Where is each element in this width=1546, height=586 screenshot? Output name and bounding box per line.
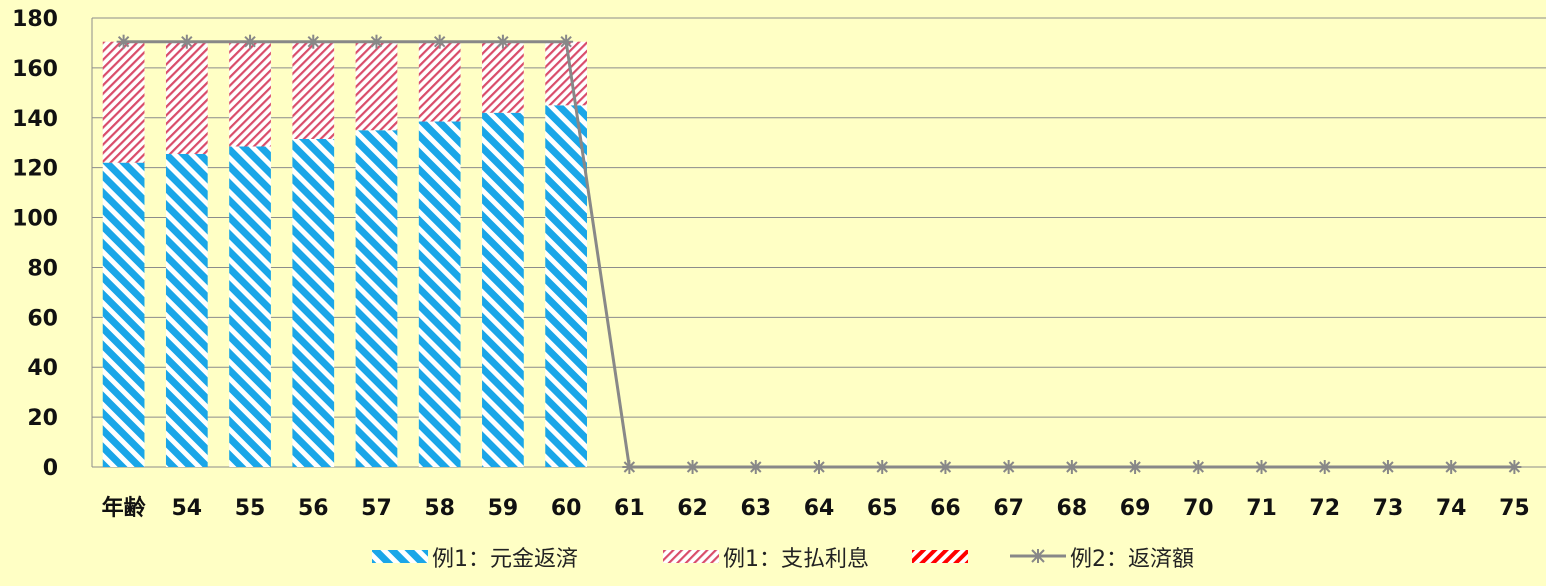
x-tick-label: 71	[1246, 496, 1277, 521]
bar	[102, 41, 145, 163]
x-tick-label: 68	[1057, 496, 1088, 521]
line-point-marker	[875, 460, 890, 474]
y-tick-label: 0	[43, 456, 58, 481]
x-tick-labels: 年齢 54 55 56 57 58 59 60 61 62 63 64 65 66 67 68 69 70 71 72…	[102, 495, 1530, 521]
line-point-marker	[685, 460, 700, 474]
gridlines	[92, 17, 1546, 418]
line-series	[116, 34, 1522, 474]
line-point-marker	[306, 34, 321, 49]
bar	[292, 41, 335, 139]
x-tick-label: 65	[867, 496, 898, 521]
bar	[292, 138, 335, 467]
line-point-marker	[1001, 460, 1016, 474]
line-point-marker	[1380, 460, 1395, 474]
line-point-marker	[748, 460, 763, 474]
line-point-marker	[243, 34, 258, 49]
x-tick-label: 58	[424, 496, 455, 521]
line-point-marker	[1317, 460, 1332, 474]
x-tick-label: 57	[361, 496, 392, 521]
legend-swatch	[663, 550, 719, 563]
bar	[418, 121, 461, 468]
y-tick-label: 120	[12, 157, 58, 182]
bar	[229, 41, 271, 147]
x-tick-label: 69	[1120, 496, 1151, 521]
legend-swatch	[912, 550, 968, 563]
bar	[482, 112, 524, 468]
legend-item: 例1：元金返済	[372, 547, 578, 572]
x-tick-label: 60	[551, 496, 582, 521]
line-point-marker	[812, 460, 826, 474]
bar	[545, 41, 587, 106]
line-point-marker	[1507, 460, 1522, 474]
legend-swatch	[372, 550, 428, 563]
line-point-marker	[116, 34, 131, 49]
line-point-marker	[1064, 460, 1079, 474]
bar	[355, 41, 398, 131]
x-tick-label: 63	[740, 496, 771, 521]
line-point-marker	[432, 34, 447, 49]
line-point-marker	[495, 34, 510, 49]
bar	[229, 146, 271, 468]
x-tick-label: 年齢	[102, 495, 147, 521]
line-point-marker	[622, 460, 637, 474]
y-tick-label: 100	[12, 207, 58, 232]
bar	[102, 162, 145, 467]
x-tick-label: 55	[235, 496, 266, 521]
bar	[355, 130, 398, 467]
y-tick-label: 160	[12, 57, 58, 82]
bar	[418, 41, 461, 122]
bar	[165, 41, 208, 154]
legend-label: 例1：支払利息	[723, 547, 869, 572]
y-tick-label: 80	[27, 256, 58, 281]
x-tick-label: 54	[172, 496, 203, 521]
legend-item	[912, 550, 968, 563]
y-tick-label: 40	[27, 356, 58, 381]
x-tick-label: 62	[677, 496, 708, 521]
y-tick-label: 140	[12, 107, 58, 132]
line-point-marker	[1191, 460, 1206, 474]
x-tick-label: 70	[1183, 496, 1214, 521]
legend-label: 例1：元金返済	[432, 547, 578, 572]
line-point-marker	[179, 34, 194, 49]
line-point-marker	[1128, 460, 1143, 474]
line-point-marker	[1254, 460, 1269, 474]
x-tick-label: 56	[298, 496, 329, 521]
x-tick-label: 59	[488, 496, 519, 521]
y-tick-label: 180	[12, 7, 58, 32]
bars	[102, 41, 587, 468]
line-point-marker	[938, 460, 953, 474]
line-point-marker	[369, 34, 384, 49]
legend-item: 例1：支払利息	[663, 547, 869, 572]
x-tick-label: 75	[1499, 496, 1530, 521]
y-tick-label: 20	[27, 406, 58, 431]
x-tick-label: 64	[804, 496, 835, 521]
line-point-marker	[559, 34, 574, 49]
x-tick-label: 73	[1373, 496, 1404, 521]
x-tick-label: 61	[614, 496, 645, 521]
bar	[165, 153, 208, 468]
bar	[545, 105, 587, 468]
x-tick-label: 74	[1436, 496, 1467, 521]
y-tick-label: 60	[27, 306, 58, 331]
line-point-marker	[1444, 460, 1459, 474]
legend-label: 例2：返済額	[1070, 547, 1194, 572]
legend-item: 例2：返済額	[1010, 547, 1194, 572]
x-tick-label: 66	[930, 496, 961, 521]
y-tick-labels: 0 20 40 60 80 100 120 140 160 180	[12, 7, 58, 481]
bar	[482, 41, 524, 113]
x-tick-label: 67	[993, 496, 1024, 521]
legend: 例1：元金返済 例1：支払利息 例2：返済額	[372, 547, 1194, 572]
x-tick-label: 72	[1309, 496, 1340, 521]
